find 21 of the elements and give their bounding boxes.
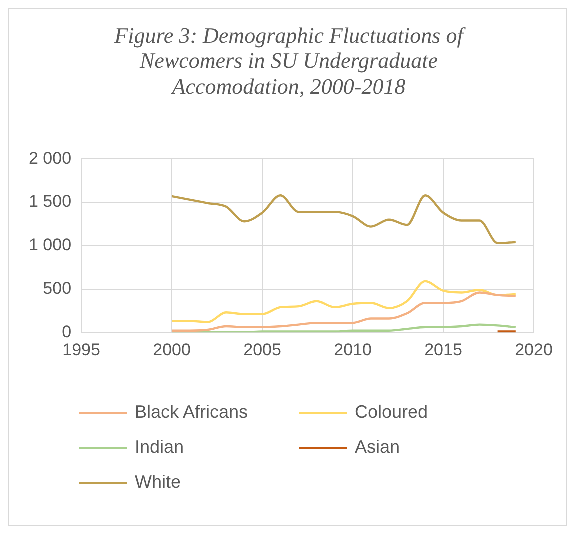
legend-label: Indian bbox=[135, 437, 184, 458]
y-tick-label: 1 500 bbox=[28, 192, 72, 212]
legend-label: Asian bbox=[355, 437, 400, 458]
y-tick-label: 500 bbox=[43, 278, 72, 298]
line-series bbox=[170, 324, 517, 333]
chart-title: Figure 3: Demographic Fluctuations of Newcomers in SU Undergraduate Accomodation, 2000-2018 bbox=[114, 23, 467, 99]
line-series bbox=[170, 292, 517, 332]
x-tick-label: 2005 bbox=[244, 340, 282, 360]
line-series bbox=[170, 280, 517, 324]
x-tick-label: 2000 bbox=[153, 340, 191, 360]
line-series bbox=[170, 194, 517, 244]
x-tick-label: 2010 bbox=[334, 340, 372, 360]
y-tick-label: 1 000 bbox=[28, 236, 72, 255]
x-tick-label: 2015 bbox=[424, 340, 462, 360]
x-tick-label: 1995 bbox=[62, 340, 100, 360]
y-tick-label: 0 bbox=[62, 322, 72, 342]
legend-label: Black Africans bbox=[135, 402, 248, 423]
x-tick-label: 2020 bbox=[515, 340, 553, 360]
legend-label: Coloured bbox=[355, 402, 428, 423]
y-tick-label: 2 000 bbox=[28, 148, 72, 168]
legend-label: White bbox=[135, 472, 182, 493]
